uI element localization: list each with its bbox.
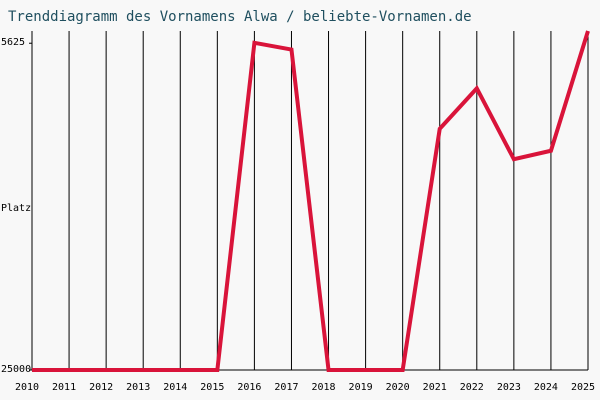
x-tick-label: 2011 <box>52 382 76 393</box>
x-tick-label: 2013 <box>126 382 150 393</box>
x-tick-label: 2012 <box>89 382 113 393</box>
x-tick-label: 2010 <box>15 382 39 393</box>
x-tick-label: 2025 <box>571 382 595 393</box>
line <box>32 30 590 372</box>
y-tick-label: 5625 <box>1 37 25 48</box>
x-tick-label: 2023 <box>497 382 521 393</box>
chart-title: Trenddiagramm des Vornamens Alwa / belie… <box>8 9 472 25</box>
x-tick-label: 2024 <box>534 382 558 393</box>
x-tick-label: 2021 <box>423 382 447 393</box>
y-tick-label: 25000 <box>1 364 31 375</box>
x-tick-label: 2019 <box>349 382 373 393</box>
x-tick-label: 2020 <box>386 382 410 393</box>
x-tick-label: 2016 <box>237 382 261 393</box>
x-tick-label: 2022 <box>460 382 484 393</box>
x-tick-label: 2017 <box>274 382 298 393</box>
x-tick-label: 2018 <box>311 382 335 393</box>
x-tick-label: 2015 <box>200 382 224 393</box>
x-tick-label: 2014 <box>163 382 187 393</box>
y-axis-label: Platz <box>1 203 31 214</box>
